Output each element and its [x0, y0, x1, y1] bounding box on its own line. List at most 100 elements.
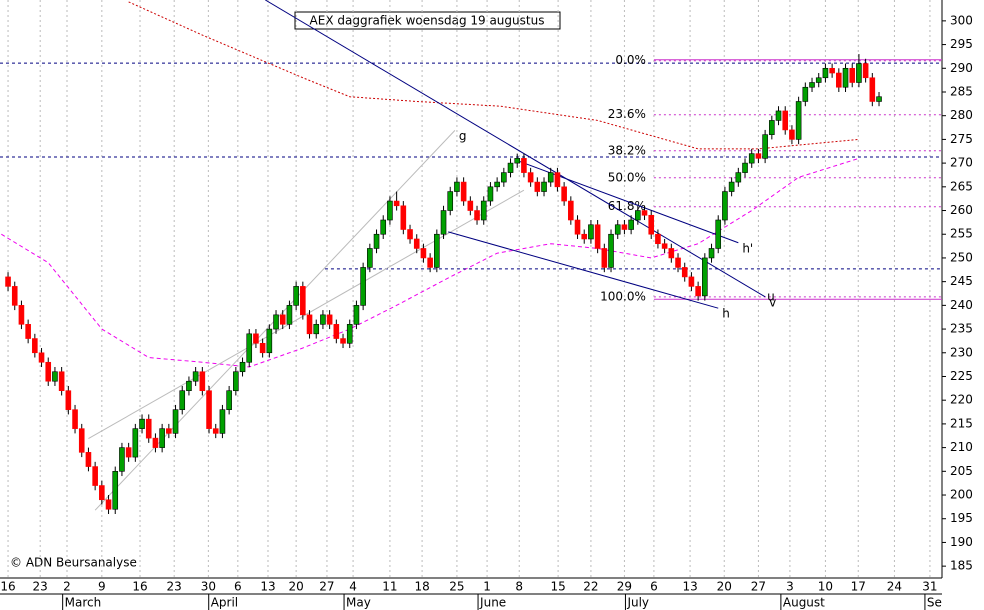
moving-average	[1, 157, 860, 368]
y-tick-label: 195	[950, 511, 973, 525]
candle-body	[842, 67, 849, 88]
x-tick-label: 13	[682, 580, 697, 594]
month-label: August	[783, 596, 825, 610]
x-tick-label: 10	[818, 580, 833, 594]
candle-body	[306, 314, 313, 335]
candle-body	[246, 333, 253, 363]
candle-body	[199, 371, 206, 392]
x-tick-label: 6	[650, 580, 658, 594]
candle-body	[159, 428, 165, 448]
candle-body	[253, 333, 259, 344]
x-tick-label: 24	[887, 580, 902, 594]
candle-body	[387, 200, 393, 221]
candle-body	[661, 243, 668, 249]
x-tick-label: 9	[98, 580, 106, 594]
candle-body	[380, 219, 387, 235]
x-tick-label: 8	[515, 580, 523, 594]
y-tick-label: 210	[950, 440, 973, 454]
y-tick-label: 205	[950, 464, 973, 478]
fib-label: 61.8%	[608, 199, 646, 213]
y-tick-label: 245	[950, 274, 973, 288]
candle-body	[72, 409, 78, 429]
candle-body	[628, 219, 634, 230]
candle-body	[279, 314, 286, 325]
candle-body	[836, 72, 842, 88]
candle-body	[427, 257, 433, 268]
copyright: © ADN Beursanalyse	[10, 556, 137, 570]
x-tick-label: 30	[201, 580, 216, 594]
candle-body	[574, 219, 581, 235]
candle-body	[594, 224, 601, 249]
candle-body	[735, 172, 742, 183]
x-tick-label: 20	[717, 580, 732, 594]
candle-body	[11, 286, 18, 306]
candle-body	[748, 153, 755, 164]
candle-body	[474, 210, 480, 221]
candle-body	[192, 371, 199, 382]
trendline-label: h'	[742, 241, 753, 255]
chart-title: AEX daggrafiek woensdag 19 augustus	[310, 14, 545, 28]
candle-body	[501, 172, 507, 183]
candle-body	[755, 153, 762, 159]
candle-body	[58, 371, 65, 392]
candle-body	[856, 63, 862, 83]
candle-body	[675, 257, 681, 268]
candle-body	[239, 361, 246, 373]
month-label: Se	[927, 596, 942, 610]
candle-body	[487, 186, 494, 202]
candle-body	[695, 286, 701, 297]
candle-body	[507, 162, 514, 173]
x-tick-label: 22	[583, 580, 598, 594]
y-tick-label: 270	[950, 156, 973, 170]
candle-body	[78, 428, 85, 453]
candle-body	[112, 471, 119, 510]
candle-body	[722, 191, 728, 221]
x-tick-label: 18	[414, 580, 429, 594]
y-tick-label: 200	[950, 488, 973, 502]
candle-body	[849, 67, 856, 83]
candle-body	[648, 214, 655, 235]
y-tick-label: 185	[950, 559, 973, 573]
candle-body	[769, 120, 775, 135]
y-tick-label: 275	[950, 132, 973, 146]
candle-body	[286, 305, 293, 325]
fib-label: 38.2%	[608, 143, 646, 157]
candle-body	[206, 390, 212, 429]
candle-body	[65, 390, 72, 410]
candle-body	[521, 158, 527, 173]
trendline-label: v	[769, 295, 776, 309]
candle-body	[353, 305, 360, 325]
candle-body	[313, 324, 320, 335]
y-tick-label: 300	[950, 13, 973, 27]
candle-body	[45, 361, 52, 382]
candle-body	[621, 224, 628, 230]
candle-body	[869, 77, 876, 102]
candle-body	[367, 248, 373, 268]
trendline	[88, 189, 525, 440]
x-tick-label: 29	[617, 580, 632, 594]
x-tick-label: 11	[382, 580, 397, 594]
candle-body	[561, 186, 567, 202]
y-tick-label: 230	[950, 345, 973, 359]
candle-body	[702, 257, 708, 297]
x-tick-label: 2	[63, 580, 71, 594]
candle-body	[273, 314, 279, 330]
candle-body	[219, 409, 226, 434]
candle-body	[92, 466, 98, 486]
candle-body	[393, 200, 400, 207]
trendline-label: h	[722, 307, 730, 321]
candle-body	[18, 305, 25, 325]
title-box	[294, 11, 561, 30]
candle-body	[568, 200, 574, 221]
candle-body	[166, 428, 172, 434]
y-tick-label: 220	[950, 393, 973, 407]
candle-body	[212, 428, 219, 434]
candle-body	[514, 158, 521, 164]
candle-body	[614, 224, 621, 235]
candle-body	[708, 248, 715, 259]
candle-body	[775, 110, 782, 121]
candle-body	[655, 233, 661, 245]
candle-body	[762, 134, 768, 159]
candle-body	[460, 181, 467, 202]
y-tick-label: 250	[950, 250, 973, 264]
